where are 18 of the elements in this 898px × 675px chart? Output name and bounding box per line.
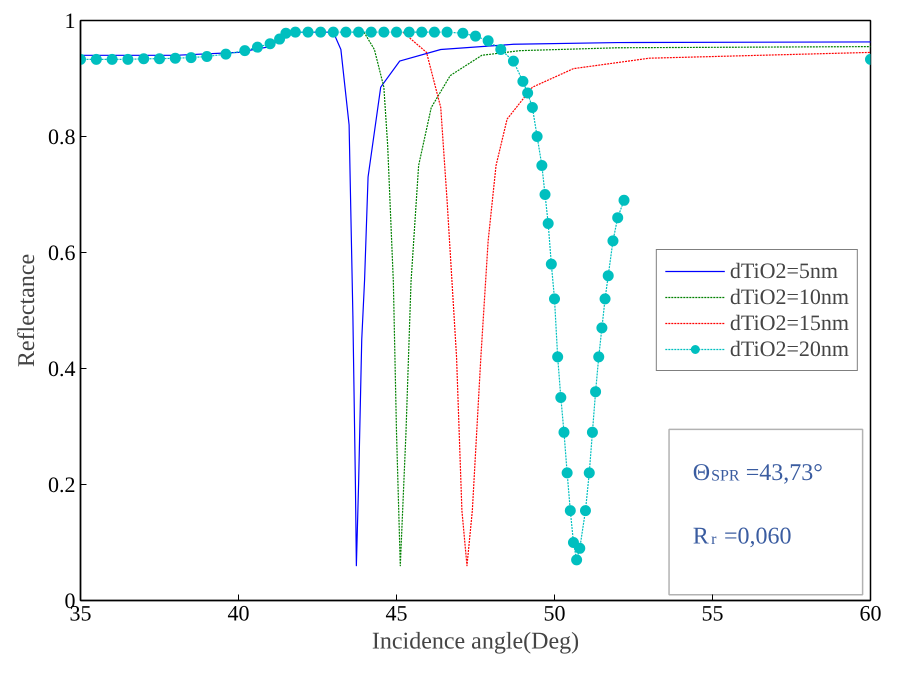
legend-label: dTiO2=20nm — [730, 336, 849, 362]
y-axis-title: Reflectance — [14, 254, 40, 368]
x-tick-label: 60 — [860, 600, 882, 626]
annotation: Rr=0,060 — [692, 524, 792, 550]
y-tick-label: 1 — [64, 8, 76, 33]
y-tick-label: 0.8 — [48, 124, 76, 149]
x-tick-label: 50 — [544, 600, 566, 626]
x-tick-label: 40 — [228, 600, 250, 626]
x-axis-title: Incidence angle(Deg) — [372, 628, 580, 654]
x-tick-label: 55 — [702, 600, 724, 626]
legend-label: dTiO2=5nm — [730, 258, 838, 284]
legend-label: dTiO2=10nm — [730, 284, 849, 310]
y-tick-label: 0.4 — [48, 356, 76, 381]
x-tick-label: 45 — [386, 600, 408, 626]
annotation: ΘSPR=43,73° — [692, 460, 823, 486]
y-tick-label: 0.2 — [48, 472, 76, 497]
y-tick-label: 0.6 — [48, 240, 76, 265]
legend-label: dTiO2=15nm — [730, 310, 849, 336]
